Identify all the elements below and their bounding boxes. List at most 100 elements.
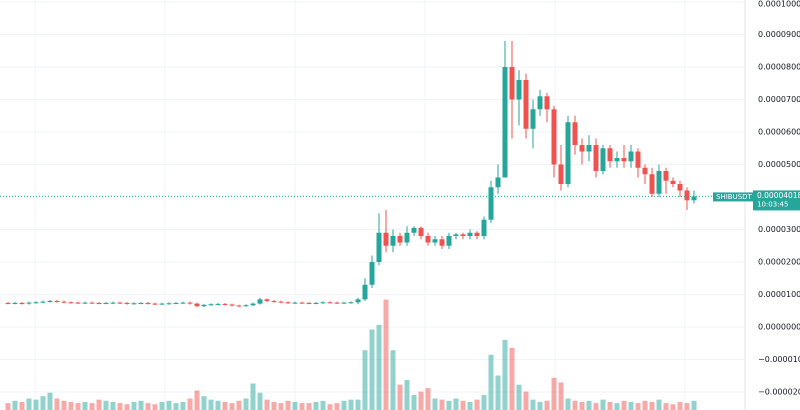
volume-bar: [96, 399, 102, 410]
candle-body: [341, 302, 347, 304]
candle-body: [656, 171, 662, 194]
volume-bar: [348, 399, 354, 410]
volume-bar: [117, 403, 123, 410]
volume-bar: [26, 398, 32, 410]
candle-body: [68, 302, 74, 304]
volume-bar: [376, 324, 382, 410]
candle-body: [642, 167, 648, 175]
candle-body: [47, 301, 53, 303]
volume-bar: [460, 400, 466, 410]
volume-bar: [691, 400, 697, 410]
candle-body: [201, 304, 207, 307]
volume-bar: [362, 350, 368, 410]
candle-body: [208, 304, 214, 306]
volume-bar: [390, 350, 396, 410]
volume-bar: [446, 400, 452, 410]
volume-bar: [509, 347, 515, 410]
volume-bar: [572, 400, 578, 410]
volume-bar: [607, 401, 613, 410]
candle-body: [460, 234, 466, 237]
candle-body: [691, 196, 697, 201]
candle-body: [229, 304, 235, 306]
candle-body: [313, 302, 319, 304]
candle-body: [635, 151, 641, 168]
candle-body: [285, 302, 291, 304]
candle-body: [355, 299, 361, 303]
candle-body: [670, 180, 676, 185]
candle-body: [495, 177, 501, 188]
candle-body: [131, 303, 137, 305]
volume-bar: [299, 403, 305, 410]
volume-bar: [208, 399, 214, 410]
volume-bar: [341, 400, 347, 410]
volume-bar: [278, 403, 284, 410]
candle-body: [404, 232, 410, 243]
volume-bar: [649, 401, 655, 410]
candle-body: [593, 145, 599, 172]
candle-body: [558, 164, 564, 185]
volume-bar: [5, 403, 11, 410]
volume-bar: [523, 391, 529, 410]
candle-body: [75, 302, 81, 304]
candle-body: [397, 236, 403, 243]
candle-body: [334, 302, 340, 304]
volume-bar: [537, 401, 543, 410]
volume-bar: [264, 399, 270, 410]
volume-bar: [320, 400, 326, 410]
volume-bar: [12, 400, 18, 410]
candle-body: [89, 302, 95, 304]
volume-bar: [558, 382, 564, 410]
volume-bar: [516, 384, 522, 410]
candle-body: [187, 302, 193, 304]
y-tick-label: 0.00000000: [758, 322, 800, 331]
volume-bar: [502, 339, 508, 410]
candle-body: [614, 158, 620, 162]
candle-body: [243, 305, 249, 307]
last-price-label: 0.00004018: [757, 191, 800, 200]
candle-body: [82, 302, 88, 304]
candle-body: [145, 302, 151, 304]
candle-body: [453, 234, 459, 237]
candle-body: [173, 302, 179, 304]
volume-bar: [285, 400, 291, 410]
volume-bar: [82, 401, 88, 410]
candle-body: [278, 301, 284, 303]
candle-body: [292, 302, 298, 304]
candle-body: [474, 232, 480, 237]
candle-body: [138, 302, 144, 304]
price-badge: [753, 190, 800, 211]
volume-bar: [327, 404, 333, 410]
volume-bar: [663, 403, 669, 410]
volume-bar: [586, 400, 592, 410]
volume-bar: [404, 380, 410, 410]
candle-body: [446, 236, 452, 246]
candle-body: [530, 109, 536, 129]
volume-bar: [621, 400, 627, 410]
volume-bar: [75, 403, 81, 410]
candle-body: [110, 302, 116, 304]
volume-bar: [131, 401, 137, 410]
candle-body: [299, 302, 305, 304]
volume-bar: [355, 399, 361, 410]
symbol-label: SHIBUSDT: [716, 193, 753, 201]
volume-bar: [670, 404, 676, 410]
candle-body: [250, 303, 256, 306]
volume-bar: [474, 399, 480, 410]
volume-bar: [614, 403, 620, 410]
volume-bar: [236, 400, 242, 410]
candle-body: [488, 187, 494, 220]
volume-bar: [271, 401, 277, 410]
volume-bar: [215, 400, 221, 410]
volume-bar: [19, 401, 25, 410]
volume-bar: [110, 401, 116, 410]
candle-body: [320, 302, 326, 304]
candle-body: [418, 227, 424, 237]
